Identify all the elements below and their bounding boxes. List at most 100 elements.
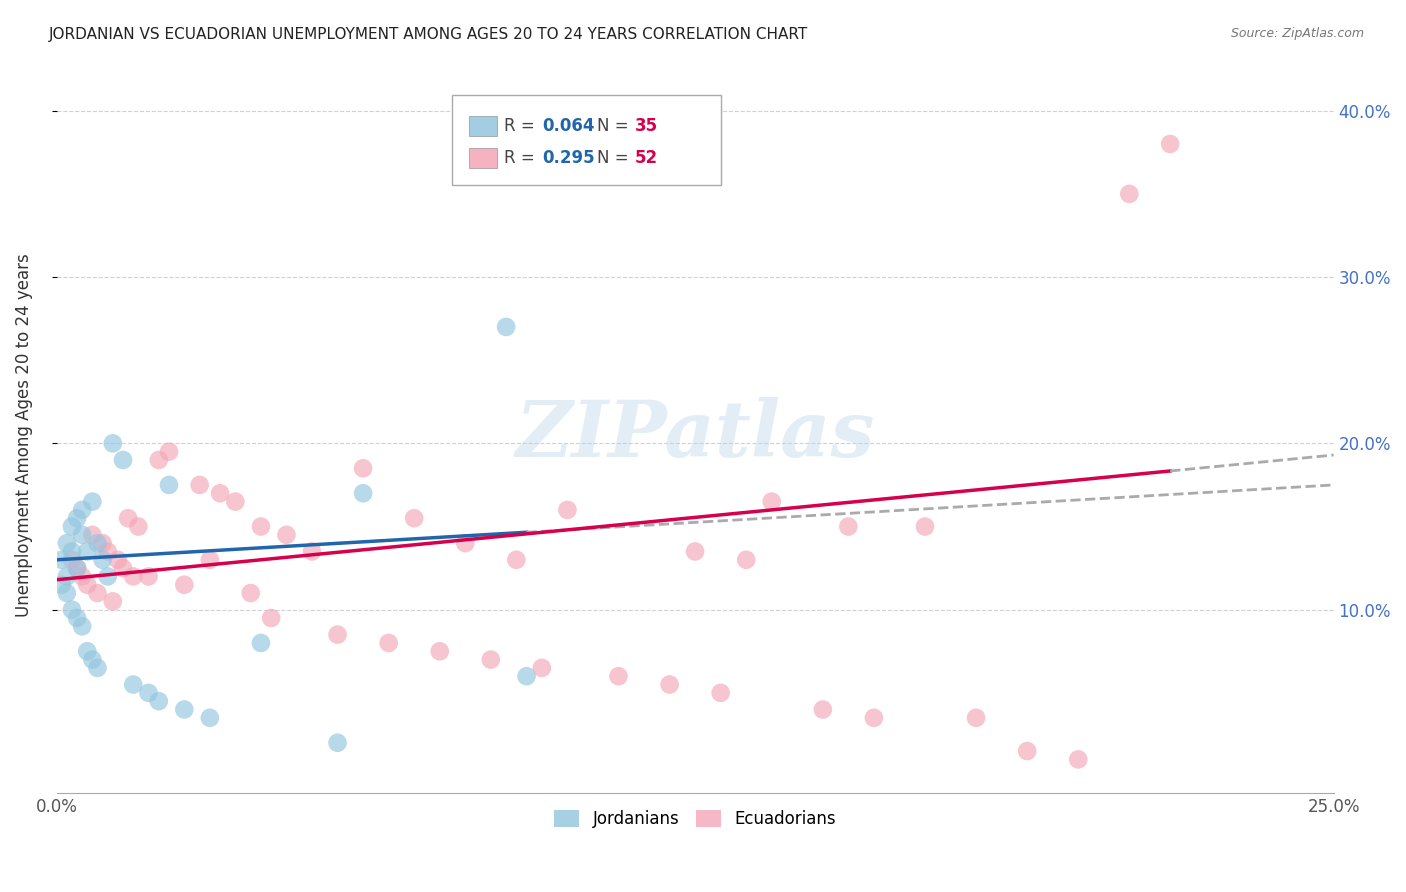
- Point: [224, 494, 246, 508]
- Point: [60, 553, 83, 567]
- Point: [377, 636, 399, 650]
- Point: [51, 578, 73, 592]
- Point: [97, 569, 120, 583]
- Point: [82, 528, 104, 542]
- Point: [148, 694, 170, 708]
- Point: [863, 711, 886, 725]
- Point: [173, 702, 195, 716]
- Point: [70, 569, 93, 583]
- Point: [60, 544, 83, 558]
- Point: [710, 686, 733, 700]
- Point: [82, 494, 104, 508]
- Point: [811, 702, 834, 716]
- Point: [260, 611, 283, 625]
- Point: [276, 528, 298, 542]
- Text: R =: R =: [503, 117, 540, 135]
- Point: [404, 511, 426, 525]
- Point: [138, 686, 160, 700]
- Point: [127, 519, 149, 533]
- Point: [76, 578, 98, 592]
- Point: [56, 586, 79, 600]
- Point: [761, 494, 783, 508]
- Text: N =: N =: [596, 149, 634, 167]
- Point: [607, 669, 630, 683]
- Point: [51, 553, 73, 567]
- Point: [56, 569, 79, 583]
- Point: [429, 644, 451, 658]
- Point: [70, 503, 93, 517]
- Point: [70, 528, 93, 542]
- Point: [66, 611, 89, 625]
- Point: [301, 544, 323, 558]
- Point: [198, 553, 221, 567]
- Text: Source: ZipAtlas.com: Source: ZipAtlas.com: [1230, 27, 1364, 40]
- Point: [117, 511, 139, 525]
- Point: [107, 553, 129, 567]
- Point: [91, 553, 114, 567]
- Point: [530, 661, 553, 675]
- Point: [138, 569, 160, 583]
- Point: [557, 503, 579, 517]
- Point: [148, 453, 170, 467]
- Point: [60, 603, 83, 617]
- Point: [1159, 136, 1181, 151]
- Point: [82, 652, 104, 666]
- Point: [516, 669, 538, 683]
- Point: [122, 569, 145, 583]
- Text: 0.295: 0.295: [541, 149, 595, 167]
- Point: [326, 736, 349, 750]
- Point: [101, 594, 124, 608]
- Point: [157, 478, 180, 492]
- Point: [111, 453, 134, 467]
- Point: [683, 544, 706, 558]
- Point: [157, 444, 180, 458]
- Point: [97, 544, 120, 558]
- Point: [914, 519, 936, 533]
- Point: [209, 486, 232, 500]
- Point: [239, 586, 262, 600]
- Text: N =: N =: [596, 117, 634, 135]
- Point: [965, 711, 987, 725]
- Text: JORDANIAN VS ECUADORIAN UNEMPLOYMENT AMONG AGES 20 TO 24 YEARS CORRELATION CHART: JORDANIAN VS ECUADORIAN UNEMPLOYMENT AMO…: [49, 27, 808, 42]
- Text: 35: 35: [636, 117, 658, 135]
- Text: 0.064: 0.064: [541, 117, 595, 135]
- Point: [91, 536, 114, 550]
- Point: [188, 478, 211, 492]
- Point: [479, 652, 502, 666]
- Point: [495, 320, 517, 334]
- Bar: [470, 116, 498, 136]
- Point: [111, 561, 134, 575]
- Point: [66, 561, 89, 575]
- Point: [198, 711, 221, 725]
- Point: [1017, 744, 1039, 758]
- Point: [86, 661, 108, 675]
- Text: 52: 52: [636, 149, 658, 167]
- Point: [122, 677, 145, 691]
- Point: [735, 553, 758, 567]
- Point: [250, 519, 273, 533]
- Point: [454, 536, 477, 550]
- Point: [101, 436, 124, 450]
- Point: [70, 619, 93, 633]
- Point: [352, 461, 374, 475]
- Point: [352, 486, 374, 500]
- FancyBboxPatch shape: [453, 95, 721, 185]
- Point: [76, 644, 98, 658]
- Text: R =: R =: [503, 149, 540, 167]
- Y-axis label: Unemployment Among Ages 20 to 24 years: Unemployment Among Ages 20 to 24 years: [15, 253, 32, 617]
- Point: [658, 677, 681, 691]
- Point: [173, 578, 195, 592]
- Point: [1067, 752, 1090, 766]
- Point: [837, 519, 859, 533]
- Point: [1118, 186, 1140, 201]
- Point: [66, 561, 89, 575]
- Point: [250, 636, 273, 650]
- Point: [326, 627, 349, 641]
- Text: ZIPatlas: ZIPatlas: [516, 397, 875, 474]
- Point: [56, 536, 79, 550]
- Bar: [470, 147, 498, 168]
- Point: [76, 544, 98, 558]
- Point: [66, 511, 89, 525]
- Point: [86, 586, 108, 600]
- Point: [60, 519, 83, 533]
